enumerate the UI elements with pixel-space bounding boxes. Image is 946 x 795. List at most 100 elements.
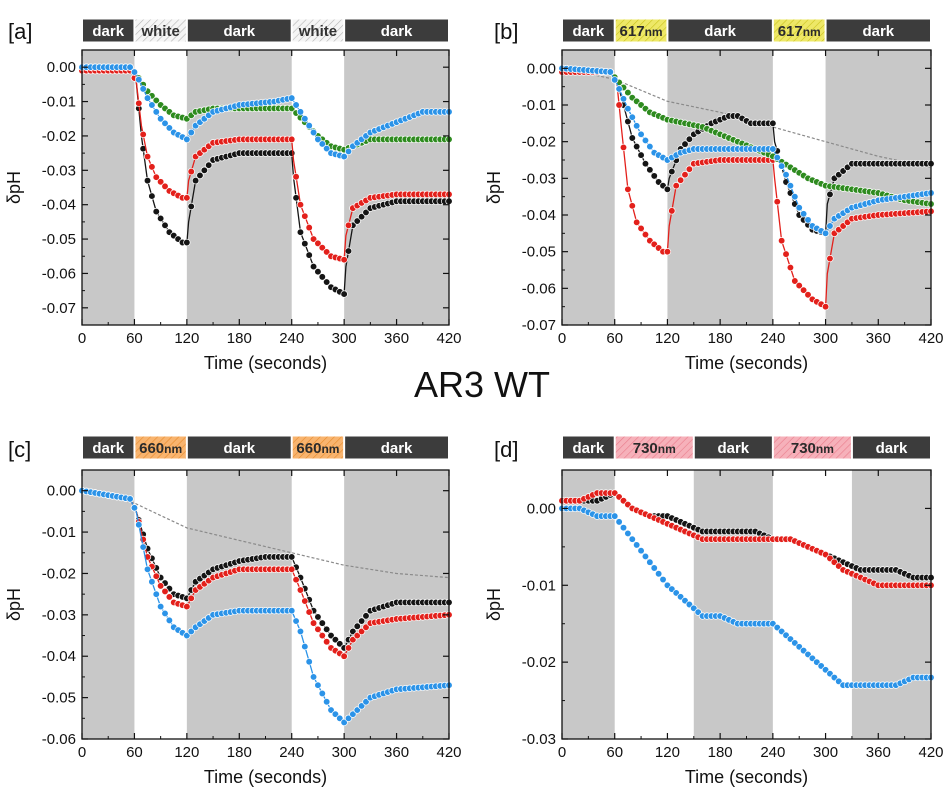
data-point <box>161 119 169 127</box>
data-point <box>628 134 636 142</box>
data-point <box>156 602 165 611</box>
data-point <box>148 163 156 171</box>
phase-label: dark <box>573 440 605 457</box>
data-point <box>786 182 795 190</box>
data-point <box>309 673 318 681</box>
data-point <box>296 627 305 636</box>
y-tick-label: -0.01 <box>522 97 556 114</box>
chart-b: [b] dark 617nm dark 617nm dark 0 60 120 180 240 300… <box>484 18 944 373</box>
phase-bar-orange <box>291 435 345 460</box>
data-point <box>296 201 305 209</box>
y-axis-title: δpH <box>4 171 24 204</box>
dark-shade <box>82 470 135 739</box>
data-point <box>301 115 309 123</box>
data-point <box>156 178 165 186</box>
data-point <box>288 149 296 157</box>
data-point <box>126 495 134 503</box>
x-tick-label: 360 <box>384 330 409 347</box>
data-point <box>795 281 803 290</box>
data-point <box>340 718 348 727</box>
phase-label: 617nm <box>620 23 663 40</box>
data-point <box>628 113 636 121</box>
phase-bar-pink <box>614 435 694 460</box>
data-point <box>357 617 366 625</box>
y-tick-label: -0.02 <box>42 128 76 145</box>
series-markers-blue <box>78 63 453 161</box>
x-tick-label: 360 <box>866 744 891 761</box>
x-tick-label: 0 <box>558 330 566 347</box>
data-point <box>799 286 808 294</box>
y-tick-label: 0.00 <box>47 59 76 76</box>
data-point <box>139 85 147 93</box>
data-point <box>327 706 335 714</box>
x-axis-title: Time (seconds) <box>685 353 808 373</box>
phase-label: 730nm <box>791 440 834 457</box>
data-point <box>288 135 296 144</box>
data-point <box>340 256 348 264</box>
x-tick-label: 420 <box>918 330 943 347</box>
x-tick-label: 300 <box>332 744 357 761</box>
data-point <box>323 248 331 256</box>
data-point <box>318 140 326 148</box>
data-point <box>309 262 318 271</box>
data-point <box>637 151 645 159</box>
dark-shade <box>562 50 615 325</box>
dark-shade <box>851 470 931 739</box>
data-point <box>353 706 361 714</box>
series-markers-red <box>78 487 453 660</box>
data-point <box>340 290 348 298</box>
data-point <box>769 119 777 127</box>
data-point <box>301 642 309 651</box>
panel-label: [c] <box>8 437 31 462</box>
x-tick-label: 60 <box>126 330 143 347</box>
phase-bar-yellow <box>772 18 826 43</box>
phase-bar-orange <box>134 435 187 460</box>
phase-label: dark <box>876 440 908 457</box>
data-point <box>165 616 174 625</box>
data-point <box>152 96 160 105</box>
data-point <box>314 681 322 689</box>
data-point <box>196 171 204 180</box>
data-point <box>205 161 213 169</box>
data-point <box>624 117 632 126</box>
data-point <box>777 237 786 245</box>
phase-label: dark <box>223 440 255 457</box>
data-point <box>344 644 353 652</box>
data-point <box>152 207 160 216</box>
data-point <box>659 575 667 584</box>
phase-label: 660nm <box>139 440 182 457</box>
reference-line <box>81 490 450 579</box>
data-point <box>156 214 165 223</box>
data-point <box>624 105 632 113</box>
y-tick-label: -0.06 <box>42 731 76 748</box>
series-markers-blue <box>78 487 453 727</box>
y-tick-label: -0.07 <box>42 300 76 317</box>
data-point <box>183 631 191 640</box>
y-tick-label: -0.05 <box>42 231 76 248</box>
phase-label: 730nm <box>633 440 676 457</box>
x-tick-label: 240 <box>279 330 304 347</box>
data-point <box>646 142 654 151</box>
data-point <box>791 193 799 201</box>
x-tick-label: 120 <box>174 330 199 347</box>
data-point <box>183 602 191 611</box>
y-tick-label: -0.05 <box>522 244 556 261</box>
x-tick-label: 360 <box>866 330 891 347</box>
data-point <box>340 652 348 660</box>
x-tick-label: 60 <box>606 744 623 761</box>
data-point <box>362 623 370 631</box>
data-point <box>314 239 322 248</box>
series-markers-blue <box>558 504 935 689</box>
data-point <box>314 625 322 633</box>
phase-bar-dark <box>562 18 615 43</box>
data-point <box>318 619 326 627</box>
x-tick-label: 120 <box>655 744 680 761</box>
data-point <box>161 221 169 229</box>
data-point <box>318 273 326 281</box>
data-point <box>139 130 147 139</box>
x-tick-label: 120 <box>655 330 680 347</box>
data-point <box>782 171 790 179</box>
data-point <box>641 552 650 561</box>
data-point <box>323 144 331 153</box>
